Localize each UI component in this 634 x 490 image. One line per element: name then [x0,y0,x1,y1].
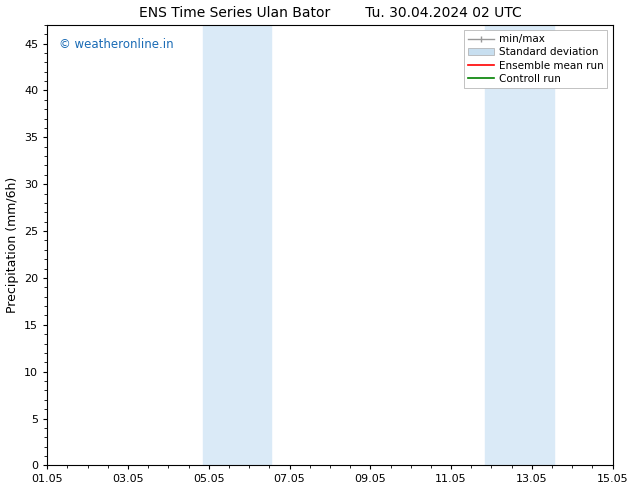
Title: ENS Time Series Ulan Bator        Tu. 30.04.2024 02 UTC: ENS Time Series Ulan Bator Tu. 30.04.202… [139,5,521,20]
Bar [486,25,554,465]
Text: © weatheronline.in: © weatheronline.in [58,38,173,51]
Legend: min/max, Standard deviation, Ensemble mean run, Controll run: min/max, Standard deviation, Ensemble me… [464,30,607,88]
Y-axis label: Precipitation (mm/6h): Precipitation (mm/6h) [6,177,18,313]
Bar [203,25,271,465]
